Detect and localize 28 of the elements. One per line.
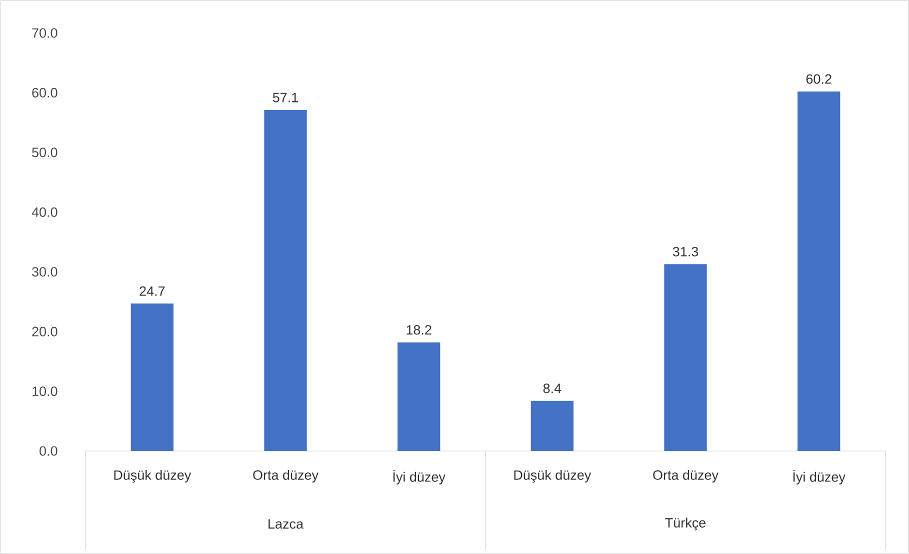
y-tick-label: 50.0 — [32, 148, 58, 158]
y-tick-label: 30.0 — [32, 267, 58, 277]
y-tick-label: 20.0 — [32, 326, 58, 336]
data-label: 18.2 — [406, 325, 432, 335]
y-tick-label: 10.0 — [32, 386, 58, 396]
bar — [130, 304, 174, 451]
bar — [264, 110, 307, 451]
y-tick-label: 60.0 — [32, 88, 58, 98]
x-tick-label: İyi düzey — [393, 470, 446, 484]
bar — [530, 400, 574, 451]
data-label: 60.2 — [806, 74, 832, 84]
y-tick-label: 40.0 — [32, 207, 58, 217]
data-label: 8.4 — [543, 384, 562, 394]
text: Türkçe — [665, 518, 706, 530]
data-label: 31.3 — [672, 246, 698, 256]
y-tick-label: 70.0 — [32, 28, 58, 38]
x-tick-label: Orta düzey — [253, 470, 318, 483]
x-tick-label: İyi düzey — [793, 470, 846, 484]
text: Lazca — [268, 519, 304, 529]
x-tick-label: Düşük düzey — [514, 470, 592, 483]
x-tick-label: Düşük düzey — [114, 470, 192, 483]
bar — [664, 264, 707, 451]
x-tick-label: Orta düzey — [653, 470, 718, 483]
bar — [398, 342, 440, 451]
data-label: 24.7 — [140, 286, 165, 296]
bar — [798, 92, 840, 451]
data-label: 57.1 — [272, 92, 298, 102]
y-tick-label: 0.0 — [40, 446, 58, 456]
